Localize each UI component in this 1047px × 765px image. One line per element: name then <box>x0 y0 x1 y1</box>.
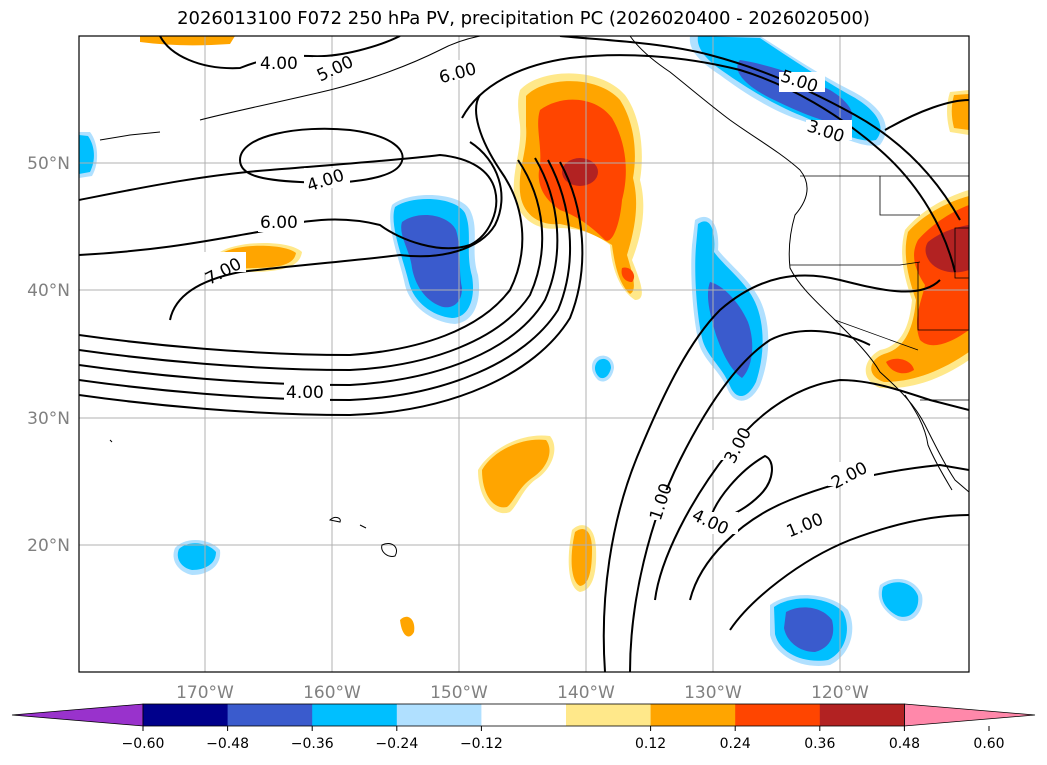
map-title: 2026013100 F072 250 hPa PV, precipitatio… <box>177 8 870 29</box>
colorbar-bin <box>735 704 821 726</box>
colorbar-bin <box>143 704 229 726</box>
contour-label: 4.00 <box>260 54 298 74</box>
lon-label: 160°W <box>303 683 361 703</box>
colorbar-bin <box>396 704 482 726</box>
colorbar-bin <box>566 704 652 726</box>
colorbar-tick-label: 0.60 <box>973 736 1004 752</box>
colorbar-tick-label: −0.48 <box>206 736 249 752</box>
colorbar-under-extension <box>11 703 144 727</box>
lon-label: 120°W <box>811 683 869 703</box>
lat-label: 20°N <box>27 536 70 556</box>
colorbar-frame <box>142 703 905 727</box>
colorbar-tick-label: −0.24 <box>375 736 418 752</box>
lon-label: 130°W <box>684 683 742 703</box>
colorbar-bin <box>481 704 567 726</box>
colorbar-bin <box>227 704 313 726</box>
gridlines <box>79 36 969 672</box>
precip-shading <box>79 36 969 666</box>
pv-contours <box>79 36 969 672</box>
map-frame <box>78 35 970 673</box>
colorbar-tick-label: −0.60 <box>122 736 165 752</box>
lon-label: 140°W <box>557 683 615 703</box>
colorbar-tick-label: 0.48 <box>889 736 920 752</box>
colorbar-tick-label: 0.12 <box>635 736 666 752</box>
lat-label: 30°N <box>27 409 70 429</box>
contour-label: 6.00 <box>260 213 298 233</box>
colorbar-tick-label: −0.12 <box>460 736 503 752</box>
colorbar-tick-label: 0.36 <box>804 736 835 752</box>
coastlines <box>99 36 969 557</box>
colorbar-bin <box>650 704 736 726</box>
lon-label: 150°W <box>430 683 488 703</box>
lon-label: 170°W <box>176 683 234 703</box>
contour-label: 4.00 <box>286 383 324 403</box>
longitude-labels: 170°W 160°W 150°W 140°W 130°W 120°W <box>176 683 869 703</box>
lat-label: 50°N <box>27 154 70 174</box>
colorbar-over-extension <box>904 703 1036 727</box>
latitude-labels: 50°N 40°N 30°N 20°N <box>27 154 70 556</box>
colorbar: −0.60 −0.48 −0.36 −0.24 −0.12 0.12 0.24 0.36 0.4… <box>11 703 1036 752</box>
colorbar-bin <box>312 704 398 726</box>
colorbar-tick-label: −0.36 <box>291 736 334 752</box>
lat-label: 40°N <box>27 281 70 301</box>
colorbar-tick-label: 0.24 <box>720 736 751 752</box>
colorbar-bin <box>819 704 905 726</box>
